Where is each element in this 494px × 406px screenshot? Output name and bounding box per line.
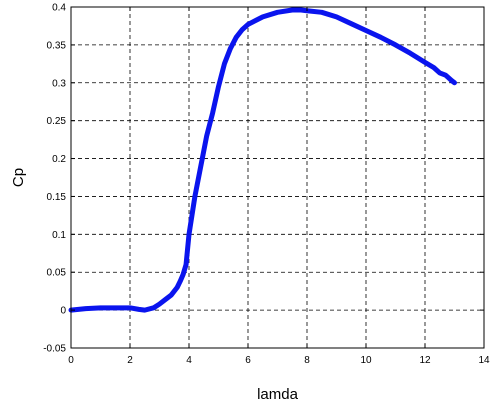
y-tick-label: 0.25 bbox=[47, 116, 67, 127]
y-tick-label: 0.4 bbox=[52, 3, 66, 14]
y-tick-label: 0.05 bbox=[47, 268, 67, 279]
x-axis-label: lamda bbox=[257, 386, 299, 403]
x-tick-label: 2 bbox=[127, 355, 133, 366]
tick-layer: 0 2 4 6 8 10 12 14-0.0500.050.10.150.20.250.30.… bbox=[43, 3, 490, 367]
y-tick-label: 0.2 bbox=[52, 154, 66, 165]
x-tick-label: 8 bbox=[304, 355, 310, 366]
plot-frame bbox=[70, 6, 485, 349]
y-axis-label: Cp bbox=[10, 168, 27, 187]
x-tick-label: 6 bbox=[245, 355, 251, 366]
series-layer bbox=[68, 7, 457, 313]
y-tick-label: 0.1 bbox=[52, 230, 66, 241]
x-tick-label: 14 bbox=[478, 355, 490, 366]
x-tick-label: 12 bbox=[419, 355, 431, 366]
y-tick-label: 0.35 bbox=[47, 40, 67, 51]
x-tick-label: 10 bbox=[360, 355, 372, 366]
x-tick-label: 0 bbox=[68, 355, 74, 366]
y-tick-label: 0.15 bbox=[47, 192, 67, 203]
grid-layer bbox=[71, 7, 484, 348]
y-tick-label: 0.3 bbox=[52, 78, 66, 89]
y-tick-label: -0.05 bbox=[43, 344, 66, 355]
series-line bbox=[68, 7, 457, 313]
x-tick-label: 4 bbox=[186, 355, 192, 366]
y-tick-label: 0 bbox=[60, 306, 66, 317]
